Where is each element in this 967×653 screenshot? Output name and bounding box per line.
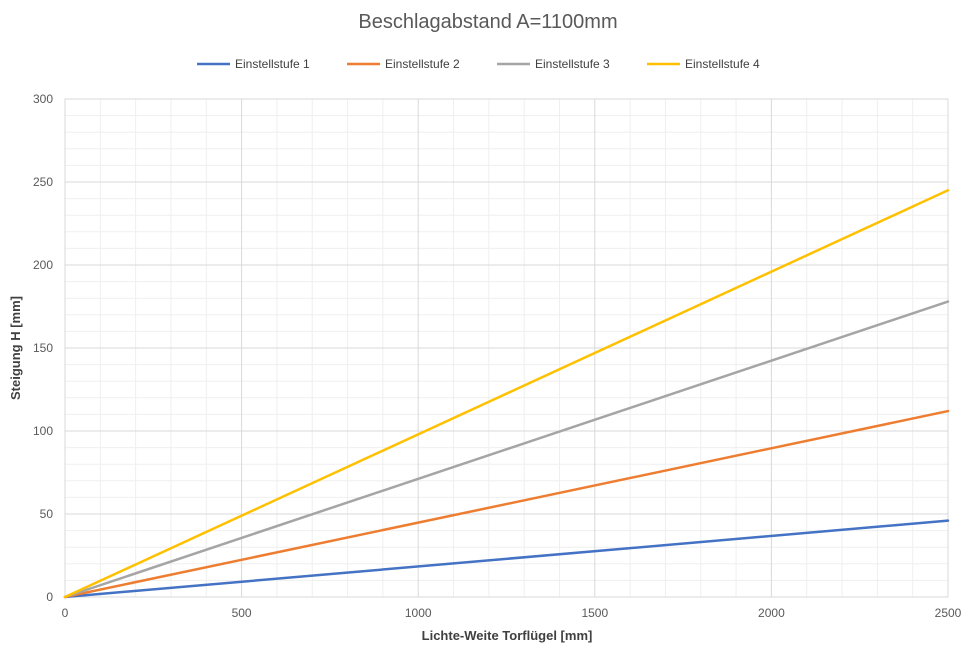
- series-line-1: [63, 519, 950, 599]
- y-tick-label: 300: [33, 92, 53, 106]
- x-axis-ticks: 0 500 1000 1500 2000 2500: [62, 606, 962, 620]
- legend-label: Einstellstufe 4: [685, 57, 760, 71]
- grid: [65, 99, 948, 597]
- y-tick-label: 50: [40, 507, 54, 521]
- x-tick-label: 500: [232, 606, 252, 620]
- plot-border: [64, 98, 949, 598]
- chart-title: Beschlagabstand A=1100mm: [358, 11, 617, 33]
- series-line-3: [63, 300, 950, 599]
- legend-item-1: Einstellstufe 1: [197, 57, 310, 71]
- legend-label: Einstellstufe 1: [235, 57, 310, 71]
- legend-item-2: Einstellstufe 2: [347, 57, 460, 71]
- y-tick-label: 200: [33, 258, 53, 272]
- x-axis-label: Lichte-Weite Torflügel [mm]: [422, 628, 593, 643]
- y-axis-ticks: 0 50 100 150 200 250 300: [33, 92, 53, 604]
- legend-label: Einstellstufe 3: [535, 57, 610, 71]
- y-tick-label: 150: [33, 341, 53, 355]
- y-tick-label: 100: [33, 424, 53, 438]
- legend-item-3: Einstellstufe 3: [497, 57, 610, 71]
- x-tick-label: 1000: [405, 606, 432, 620]
- series-line-4: [63, 189, 950, 599]
- legend-label: Einstellstufe 2: [385, 57, 460, 71]
- x-tick-label: 1500: [581, 606, 608, 620]
- series-line-2: [63, 409, 950, 599]
- y-axis-label: Steigung H [mm]: [8, 296, 23, 400]
- legend: Einstellstufe 1 Einstellstufe 2 Einstellst…: [197, 57, 760, 71]
- series-lines: [63, 189, 950, 599]
- y-tick-label: 0: [46, 590, 53, 604]
- legend-item-4: Einstellstufe 4: [647, 57, 760, 71]
- y-tick-label: 250: [33, 175, 53, 189]
- x-tick-label: 2500: [935, 606, 962, 620]
- x-tick-label: 0: [62, 606, 69, 620]
- x-tick-label: 2000: [758, 606, 785, 620]
